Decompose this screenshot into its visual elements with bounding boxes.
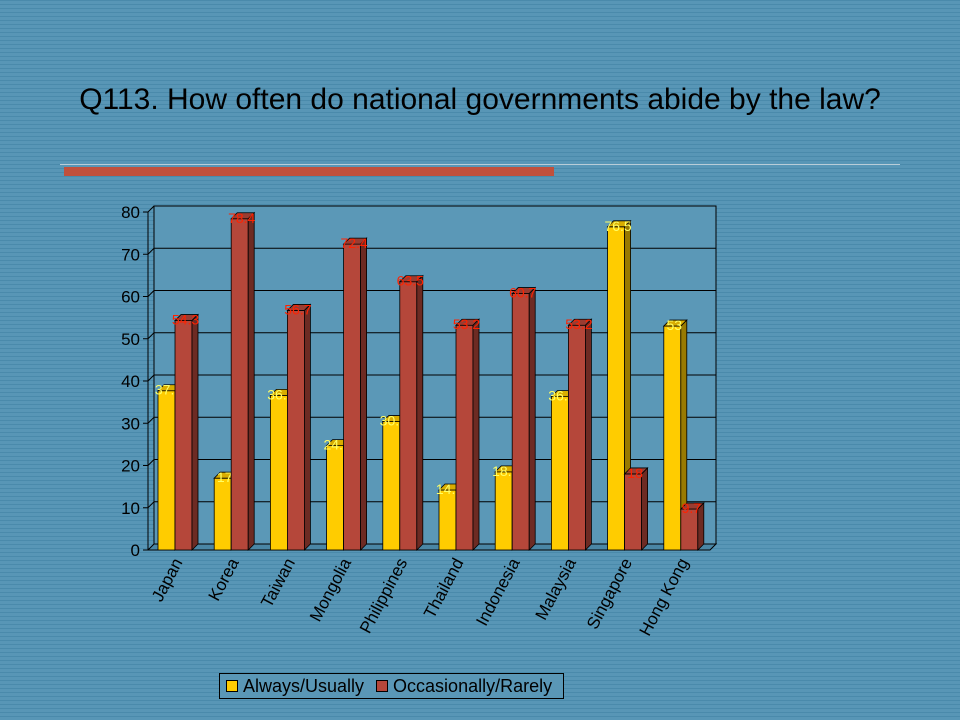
bar-occasionally-rarely	[286, 303, 312, 551]
x-tick-label: Philippines	[356, 555, 411, 637]
y-tick-label: 30	[121, 414, 140, 433]
bar-occasionally-rarely	[567, 318, 593, 551]
data-label: 63.5	[397, 273, 424, 289]
y-tick-label: 60	[121, 288, 140, 307]
slide-title: Q113. How often do national governments …	[79, 83, 881, 116]
y-tick-label: 20	[121, 457, 140, 476]
data-label: 78.4	[228, 210, 255, 226]
y-tick-label: 0	[131, 541, 140, 560]
data-label: 56.7	[284, 301, 311, 317]
y-tick-label: 10	[121, 499, 140, 518]
data-label: 53.2	[565, 316, 592, 332]
bar-occasionally-rarely	[230, 211, 256, 551]
legend-swatch-always-usually	[226, 680, 238, 692]
data-label: 54.3	[172, 312, 199, 328]
data-label: 53	[667, 317, 683, 333]
y-tick-label: 50	[121, 330, 140, 349]
bar-occasionally-rarely	[511, 286, 537, 551]
x-tick-label: Japan	[148, 555, 187, 605]
x-tick-label: Hong Kong	[636, 555, 693, 639]
title-divider	[60, 164, 900, 165]
legend-swatch-occasionally-rarely	[376, 680, 389, 692]
legend-label-always-usually: Always/Usually	[243, 675, 365, 696]
data-label: 76.5	[604, 218, 631, 234]
legend-item-always-usually: Always/Usually	[226, 676, 364, 697]
bar-always-usually	[662, 319, 688, 551]
data-label: 9.7	[682, 500, 702, 516]
data-label: 17	[217, 469, 233, 485]
x-tick-label: Mongolia	[306, 554, 355, 624]
y-tick-label: 80	[121, 203, 140, 222]
chart-legend: Always/Usually Occasionally/Rarely	[219, 673, 564, 699]
data-label: 18	[627, 465, 643, 481]
bar-occasionally-rarely	[679, 502, 705, 551]
data-label: 72.4	[340, 235, 367, 251]
x-tick-label: Thailand	[420, 555, 467, 622]
title-accent-bar	[64, 167, 554, 176]
y-tick-label: 40	[121, 372, 140, 391]
x-tick-label: Korea	[205, 554, 243, 603]
gridline	[147, 247, 716, 255]
x-tick-label: Indonesia	[472, 554, 524, 628]
bar-occasionally-rarely	[342, 237, 368, 551]
data-label: 53.2	[453, 316, 480, 332]
bar-occasionally-rarely	[174, 313, 199, 551]
y-tick-label: 70	[121, 245, 140, 264]
bar-occasionally-rarely	[455, 318, 480, 551]
bar-occasionally-rarely	[623, 466, 649, 551]
x-tick-label: Malaysia	[532, 554, 581, 623]
x-tick-label: Singapore	[583, 555, 636, 632]
gridline	[147, 205, 716, 213]
bar-always-usually	[606, 219, 632, 551]
legend-label-occasionally-rarely: Occasionally/Rarely	[393, 675, 553, 696]
bar-occasionally-rarely	[398, 274, 424, 551]
data-label: 60.7	[509, 285, 536, 301]
x-tick-label: Taiwan	[257, 555, 299, 611]
legend-item-occasionally-rarely: Occasionally/Rarely	[376, 676, 552, 697]
